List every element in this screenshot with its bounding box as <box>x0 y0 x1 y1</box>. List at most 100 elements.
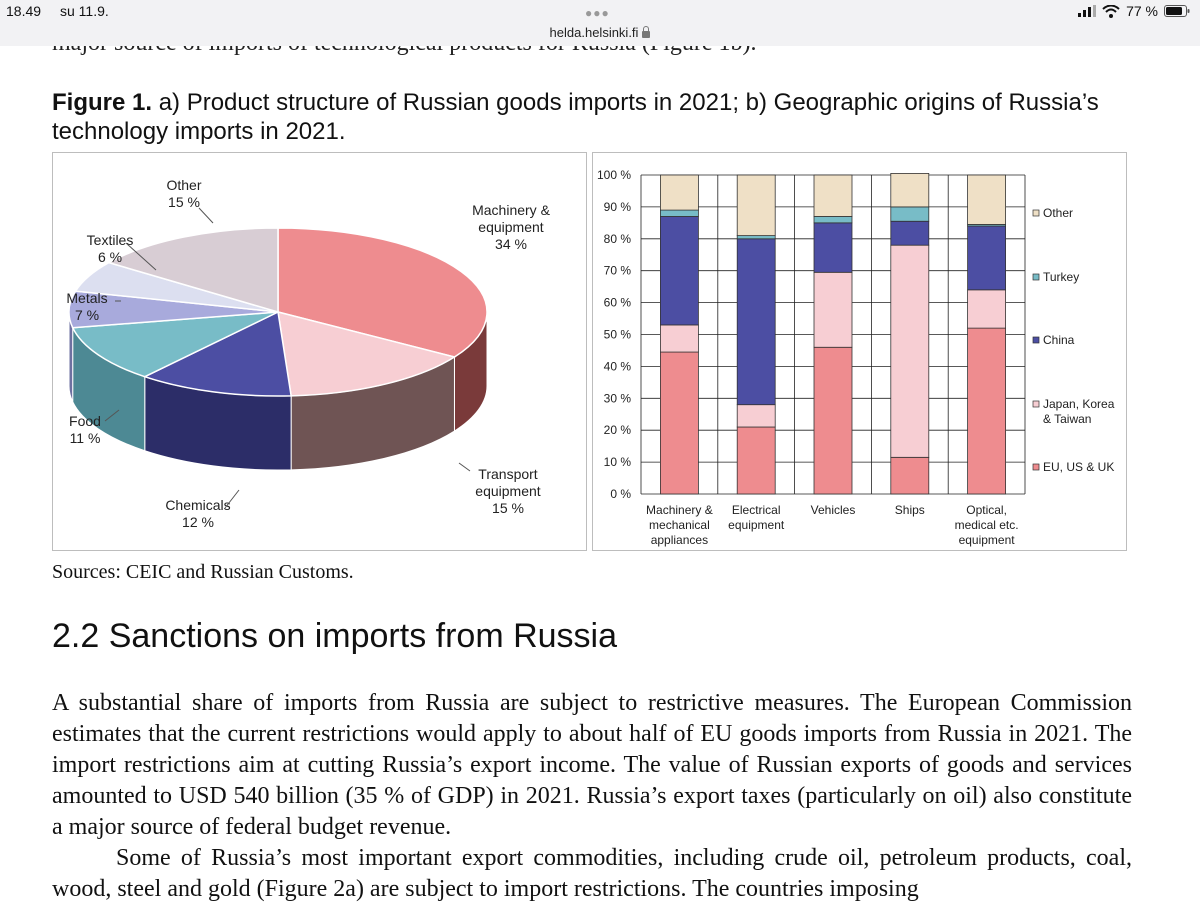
legend-label: Other <box>1043 206 1073 220</box>
legend-swatch <box>1032 463 1040 471</box>
bar-segment <box>813 222 853 273</box>
legend-swatch <box>1032 273 1040 281</box>
bar-segment <box>660 324 699 353</box>
bar-segment <box>660 351 699 495</box>
section-heading: 2.2 Sanctions on imports from Russia <box>52 617 618 655</box>
figure-label: Figure 1. <box>52 89 153 116</box>
pie-percent-label: 15 % <box>492 500 524 516</box>
pie-label: equipment <box>478 219 543 235</box>
bar-segment <box>890 244 930 458</box>
y-tick-label: 90 % <box>604 200 632 214</box>
x-tick-label: appliances <box>651 533 708 547</box>
y-tick-label: 10 % <box>604 455 632 469</box>
signal-icon <box>1078 5 1097 17</box>
bar-segment <box>967 289 1007 329</box>
status-date: su 11.9. <box>60 3 109 19</box>
wifi-icon <box>1102 4 1120 18</box>
legend-swatch <box>1032 209 1040 217</box>
legend-label: & Taiwan <box>1043 412 1091 426</box>
y-tick-label: 80 % <box>604 232 632 246</box>
legend-label: China <box>1043 333 1075 347</box>
pie-percent-label: 6 % <box>98 249 122 265</box>
paragraph: A substantial share of imports from Russ… <box>52 690 1132 840</box>
y-tick-label: 100 % <box>597 168 631 182</box>
stacked-bar-chart: 0 % 10 % 20 % 30 % 40 % 50 % 60 % 70 % 80 % 90 % 1… <box>597 168 1115 547</box>
pie-leader-line <box>224 489 240 509</box>
pie-label: Metals <box>66 290 107 306</box>
pie-label: equipment <box>475 483 540 499</box>
pie-slice <box>71 311 279 378</box>
paragraph: Some of Russia’s most important export c… <box>52 845 1132 902</box>
lock-icon <box>642 26 651 38</box>
status-bar: 18.49 su 11.9. ●●● 77 % <box>0 0 1200 24</box>
pie-slice <box>106 227 279 314</box>
status-time: 18.49 <box>6 3 42 19</box>
bar-segment <box>660 209 699 217</box>
x-tick-label: Optical, <box>966 503 1007 517</box>
pie-percent-label: 15 % <box>168 194 200 210</box>
bar-segment <box>736 426 776 495</box>
y-tick-label: 30 % <box>604 391 632 405</box>
legend-label: Japan, Korea <box>1043 397 1115 411</box>
bar-segment <box>890 173 930 208</box>
pie-label: Transport <box>478 466 538 482</box>
x-tick-label: Ships <box>895 503 925 517</box>
y-tick-label: 40 % <box>604 359 632 373</box>
multitasking-dots-icon[interactable]: ●●● <box>585 6 610 20</box>
legend-label: Turkey <box>1043 270 1079 284</box>
y-tick-label: 0 % <box>610 487 631 501</box>
pie-label: Chemicals <box>165 497 230 513</box>
pie-percent-label: 7 % <box>75 307 99 323</box>
x-tick-label: Vehicles <box>811 503 856 517</box>
body-text: A substantial share of imports from Russ… <box>52 688 1132 905</box>
bar-segment <box>813 174 853 217</box>
bar-segment <box>967 174 1007 225</box>
pie-percent-label: 12 % <box>182 514 214 530</box>
status-indicators: 77 % <box>1078 3 1190 19</box>
pie-leader-line <box>458 462 471 472</box>
x-tick-label: mechanical <box>649 518 710 532</box>
pie-label: Machinery & <box>472 202 550 218</box>
y-tick-label: 60 % <box>604 296 632 310</box>
bar-segment <box>736 238 776 406</box>
battery-percent: 77 % <box>1126 3 1158 19</box>
bar-segment <box>660 174 699 211</box>
figure-sources: Sources: CEIC and Russian Customs. <box>52 561 354 583</box>
pie-leader-line <box>198 207 214 224</box>
x-tick-label: medical etc. <box>955 518 1019 532</box>
pie-leader-line <box>125 242 157 271</box>
legend-swatch <box>1032 336 1040 344</box>
bar-segment <box>967 327 1007 495</box>
bar-chart-panel: 0 % 10 % 20 % 30 % 40 % 50 % 60 % 70 % 80 % 90 % 1… <box>592 152 1127 551</box>
figure-caption: Figure 1. a) Product structure of Russia… <box>52 88 1152 146</box>
y-tick-label: 20 % <box>604 423 632 437</box>
url-bar[interactable]: helda.helsinki.fi <box>0 24 1200 46</box>
partial-text-line: major source of imports of technological… <box>52 46 757 57</box>
bar-segment <box>890 456 930 495</box>
pie-percent-label: 34 % <box>495 236 527 252</box>
x-tick-label: Machinery & <box>646 503 713 517</box>
x-tick-label: equipment <box>959 533 1016 547</box>
bar-segment <box>967 225 1007 291</box>
bar-segment <box>890 220 930 246</box>
bar-segment <box>736 404 776 428</box>
legend-swatch <box>1032 400 1040 408</box>
x-tick-label: Electrical <box>732 503 781 517</box>
legend-label: EU, US & UK <box>1043 460 1114 474</box>
figure-caption-text: a) Product structure of Russian goods im… <box>52 89 1099 145</box>
url-text: helda.helsinki.fi <box>549 25 639 40</box>
bar-segment <box>736 235 776 240</box>
pie-slice <box>142 310 292 397</box>
pie-label: Textiles <box>87 232 134 248</box>
bar-segment <box>813 346 853 495</box>
y-tick-label: 50 % <box>604 328 632 342</box>
battery-icon <box>1164 5 1190 17</box>
pie-percent-label: 11 % <box>70 430 101 446</box>
bar-segment <box>890 206 930 222</box>
y-tick-label: 70 % <box>604 264 632 278</box>
x-tick-label: equipment <box>728 518 785 532</box>
bar-segment <box>660 216 699 326</box>
bar-segment <box>813 271 853 348</box>
pie-leader-line <box>104 409 120 422</box>
